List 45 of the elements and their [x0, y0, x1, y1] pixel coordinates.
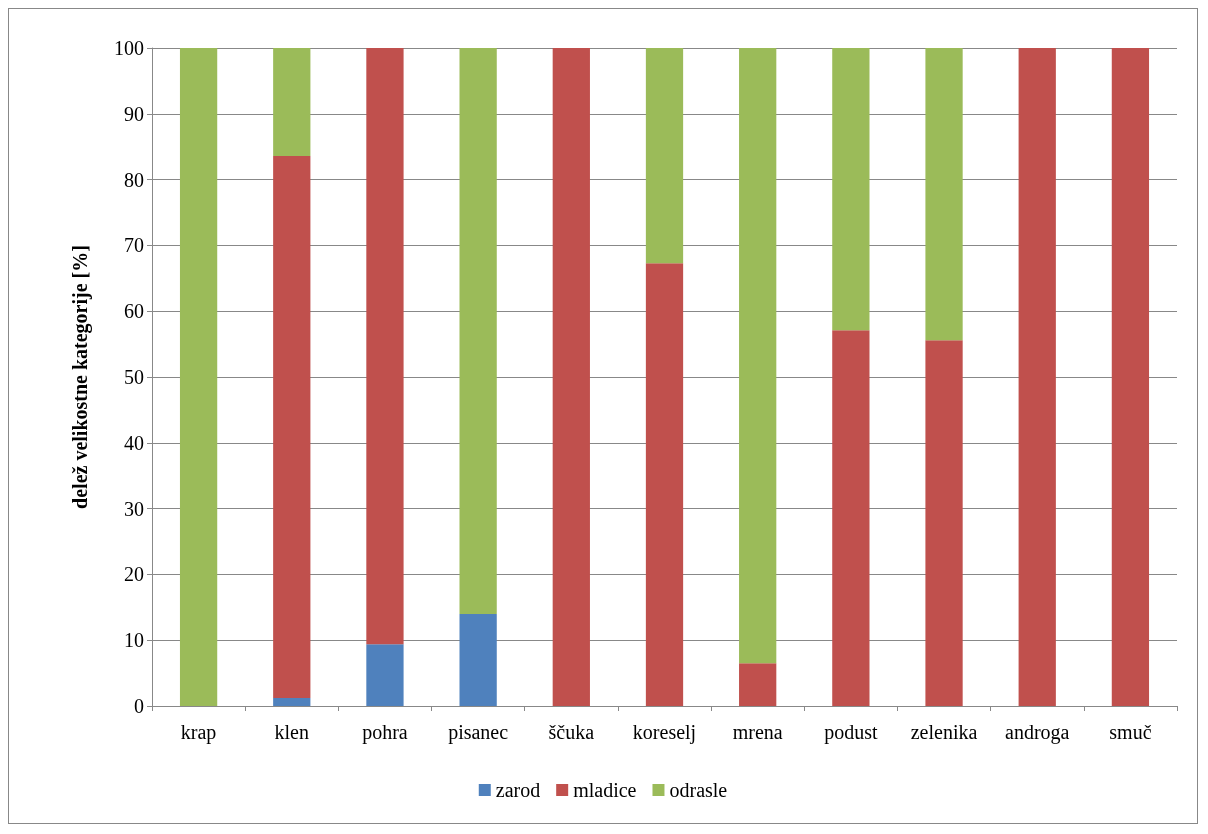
x-tick-label: mrena: [732, 721, 783, 743]
y-tick-label: 100: [114, 37, 144, 59]
bar: [925, 340, 963, 706]
y-tick-label: 20: [124, 563, 144, 586]
y-tick-label: 60: [124, 300, 144, 323]
legend-label: mladice: [573, 779, 637, 801]
bar: [925, 48, 963, 341]
bar: [179, 48, 218, 706]
legend-label: odrasle: [669, 779, 728, 801]
x-tick-label: zelenika: [910, 721, 978, 743]
y-axis-title: delež velikostne kategorije [%]: [69, 245, 92, 509]
y-tick-label: 80: [124, 168, 144, 191]
bar: [273, 48, 311, 156]
bar: [645, 263, 684, 706]
x-tick-label: androga: [1005, 721, 1070, 744]
bar: [739, 48, 777, 664]
bar: [1111, 48, 1150, 706]
bar: [459, 613, 497, 706]
y-tick-label: 30: [124, 497, 144, 520]
bar: [832, 330, 870, 706]
bar: [1018, 48, 1056, 706]
x-tick-label: pohra: [362, 721, 408, 744]
bar: [273, 155, 311, 699]
x-tick-label: klen: [274, 721, 309, 743]
x-tick-label: krap: [180, 721, 217, 744]
bar: [552, 48, 590, 706]
y-tick-label: 40: [124, 431, 144, 454]
x-tick-label: smuč: [1109, 721, 1152, 743]
bar: [366, 48, 404, 645]
bar: [645, 48, 684, 264]
legend-label: zarod: [495, 779, 541, 801]
y-tick-label: 50: [124, 366, 144, 388]
x-tick-label: koreselj: [632, 721, 697, 744]
y-tick-label: 0: [134, 695, 144, 717]
bar: [366, 644, 404, 706]
y-tick-label: 10: [124, 629, 144, 652]
bar: [739, 663, 777, 706]
bar: [459, 48, 497, 614]
x-tick-label: ščuka: [548, 721, 595, 743]
y-tick-label: 70: [124, 234, 144, 257]
bar: [832, 48, 870, 331]
x-tick-label: podust: [824, 721, 878, 744]
bar: [273, 698, 311, 706]
x-tick-label: pisanec: [448, 721, 509, 744]
y-tick-label: 90: [124, 102, 144, 125]
